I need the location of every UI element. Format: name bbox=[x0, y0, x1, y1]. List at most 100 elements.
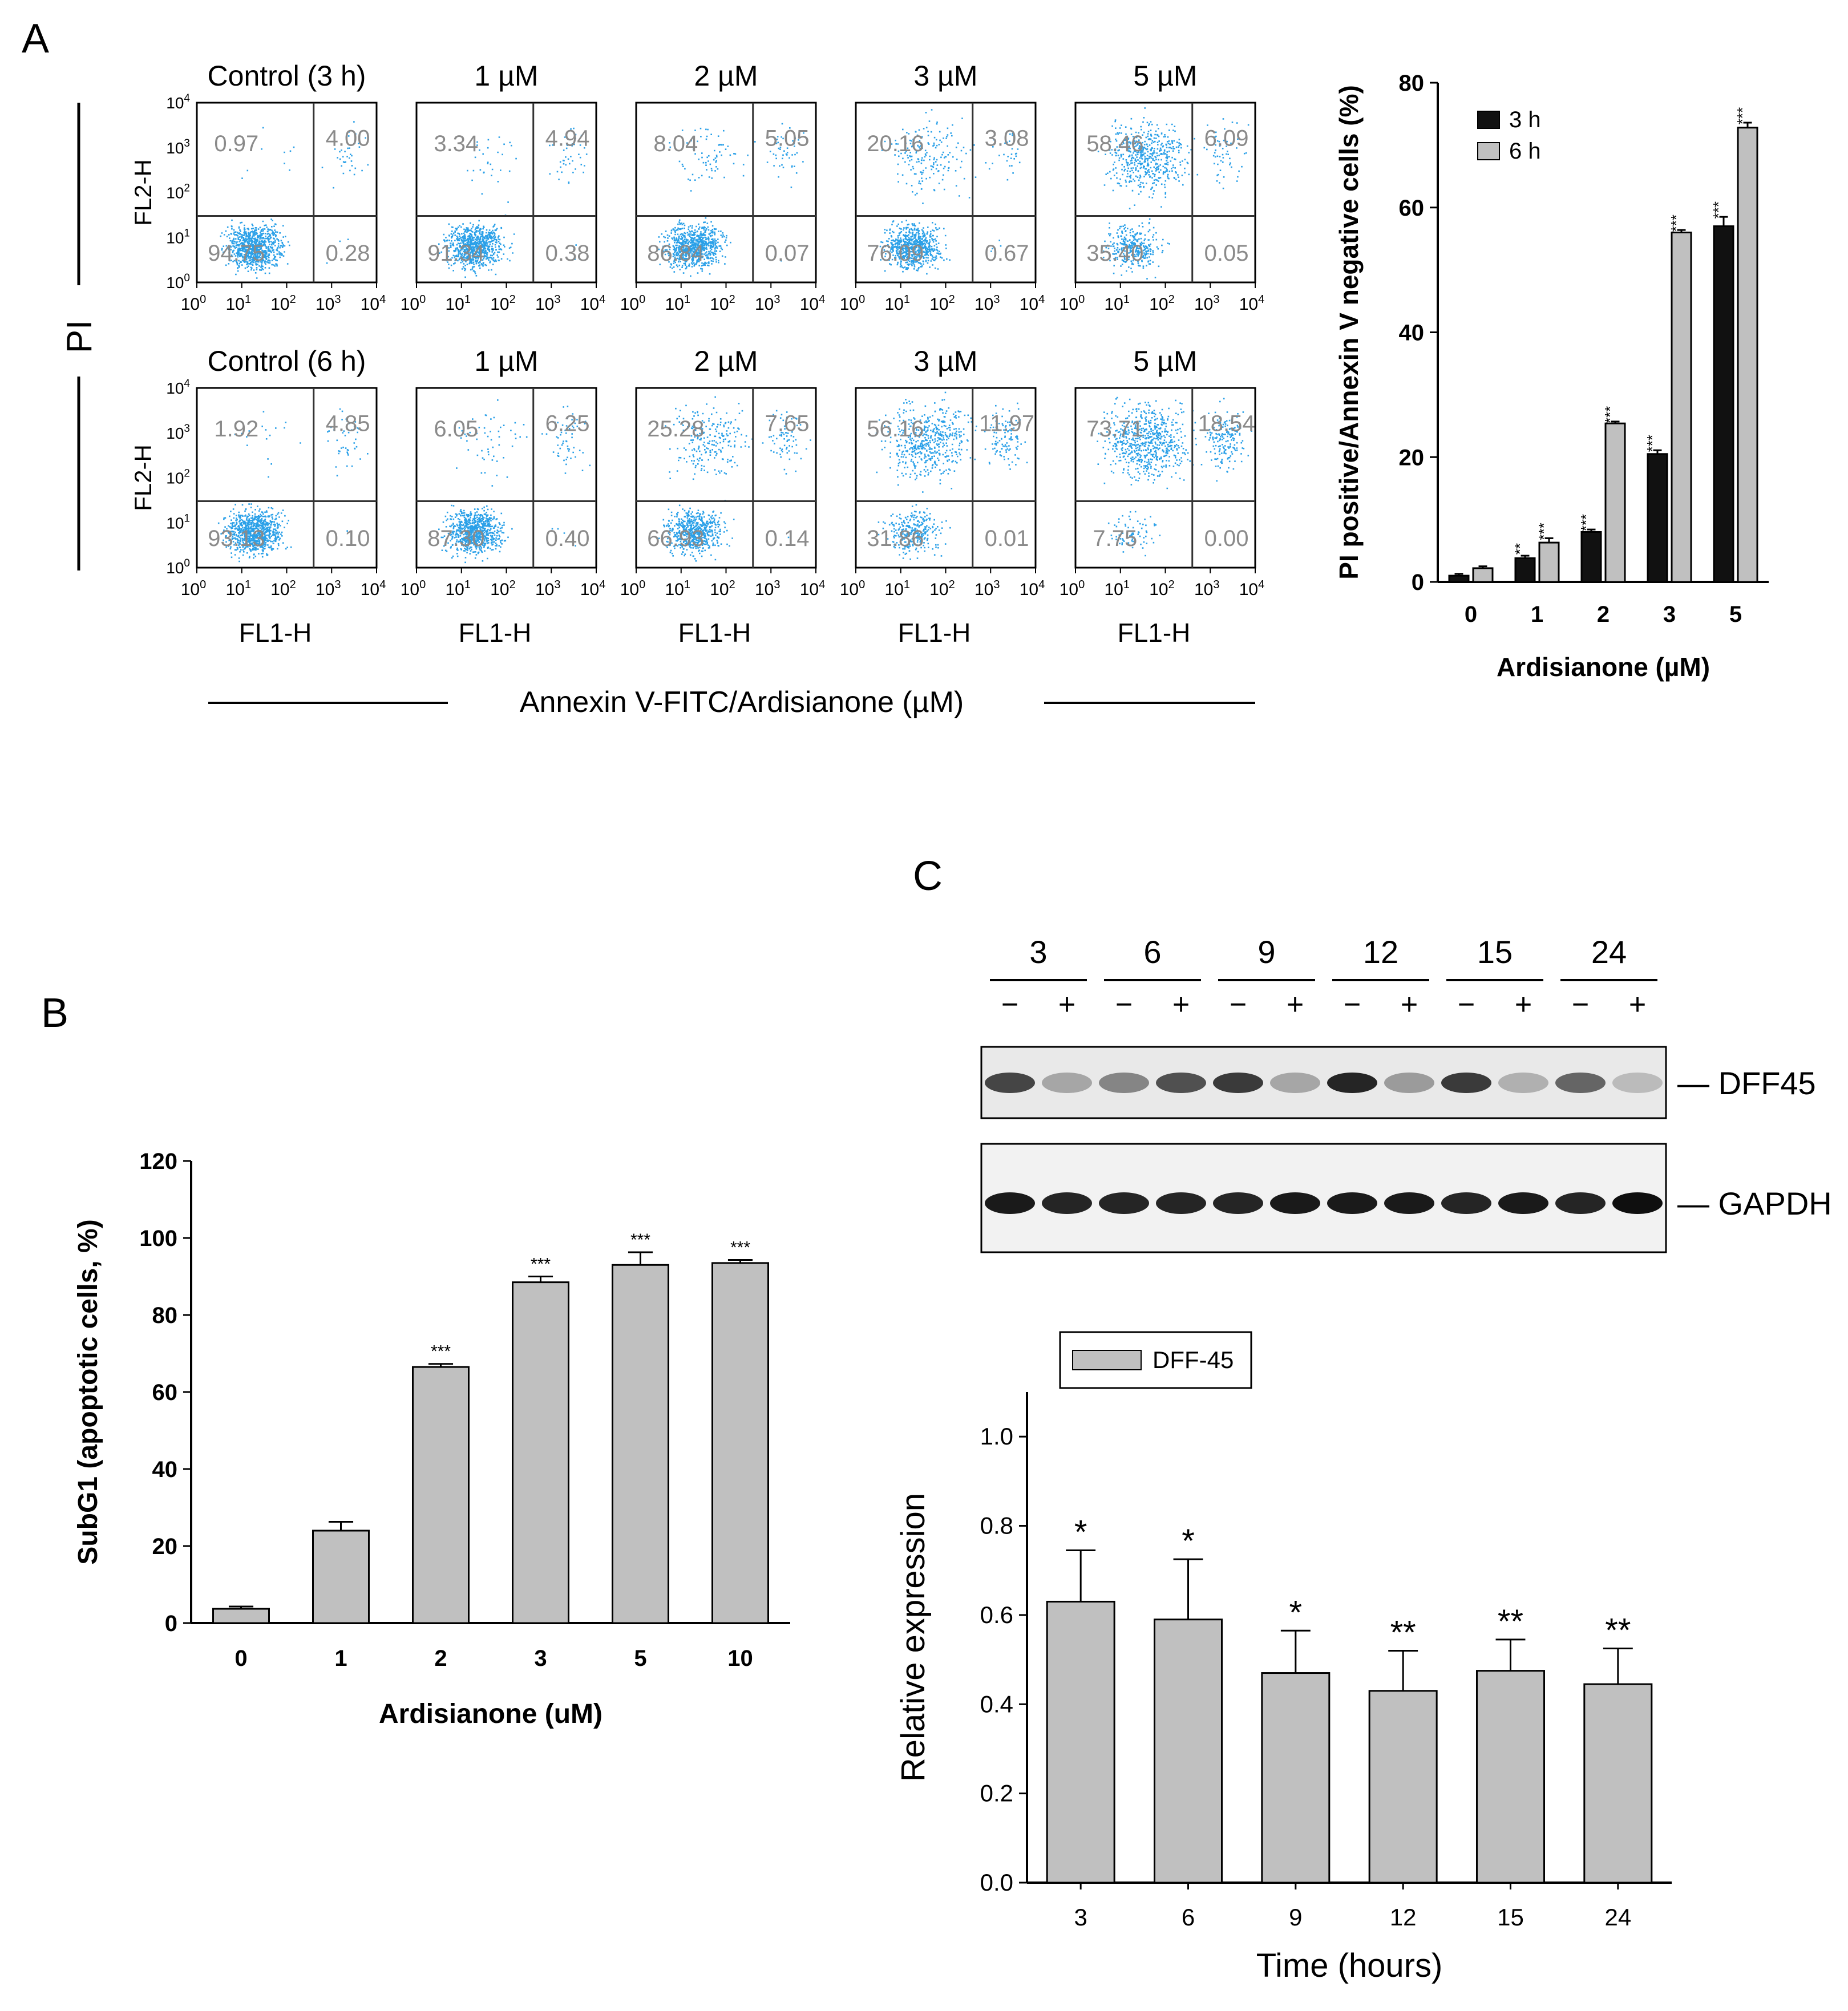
blot-band bbox=[1612, 1073, 1663, 1093]
x-tick-label: 104 bbox=[580, 578, 606, 599]
quadrant-value: 0.67 bbox=[985, 241, 1029, 266]
bar bbox=[1583, 1683, 1653, 1884]
quadrant-value: 4.85 bbox=[326, 411, 370, 436]
x-tick-label: 103 bbox=[535, 293, 561, 314]
x-tick-label: 100 bbox=[401, 293, 426, 314]
flow-plot: 1 µM 3.34 4.94 91.34 0.38 100 101 102 103 104 bbox=[401, 60, 606, 314]
y-tick-label: 60 bbox=[1399, 196, 1425, 221]
flow-plot: 2 µM 25.28 7.65 66.93 0.14 100 101 102 103 104 FL1… bbox=[620, 345, 826, 648]
flow-plot-frame bbox=[196, 102, 378, 284]
flow-plot: 5 µM 73.71 18.54 7.75 0.00 100 101 102 103 104 FL1… bbox=[1060, 345, 1265, 648]
blot-band bbox=[1327, 1192, 1377, 1214]
significance-stars: *** bbox=[1734, 107, 1751, 124]
quadrant-value: 11.97 bbox=[979, 411, 1034, 436]
quadrant-value: 18.54 bbox=[1198, 411, 1255, 436]
flow-plot-title: 5 µM bbox=[1133, 60, 1197, 92]
y-tick-label: 0.8 bbox=[980, 1512, 1013, 1539]
y-axis-label: SubG1 (apoptotic cells, %) bbox=[73, 1219, 103, 1564]
x-tick-label: 103 bbox=[316, 578, 341, 599]
y-tick-label: 80 bbox=[152, 1303, 178, 1328]
x-tick-label: 12 bbox=[1390, 1904, 1417, 1931]
y-tick-label: 101 bbox=[166, 512, 190, 532]
flow-plot-title: 3 µM bbox=[913, 60, 977, 92]
x-axis-label: Ardisianone (uM) bbox=[379, 1699, 602, 1729]
significance-stars: *** bbox=[431, 1342, 451, 1361]
quadrant-value: 1.92 bbox=[214, 416, 258, 442]
quadrant-value: 76.09 bbox=[867, 241, 924, 266]
x-tick-label: 101 bbox=[446, 293, 471, 314]
significance-stars: *** bbox=[1578, 514, 1595, 531]
western-blot: 3− +6− +9− +12− +15− +24− +— DFF45— GAPDH bbox=[980, 934, 1832, 1253]
x-tick-label: 5 bbox=[634, 1646, 646, 1671]
x-tick-label: 100 bbox=[620, 293, 646, 314]
bar bbox=[212, 1608, 270, 1624]
quadrant-value: 86.84 bbox=[647, 241, 704, 266]
flow-plot-title: 2 µM bbox=[694, 60, 758, 92]
blot-band bbox=[1042, 1073, 1092, 1093]
significance-stars: *** bbox=[1710, 201, 1727, 219]
quadrant-value: 3.34 bbox=[434, 131, 478, 156]
blot-band bbox=[1384, 1073, 1434, 1093]
bar bbox=[1538, 541, 1560, 583]
flow-plot: 2 µM 8.04 5.05 86.84 0.07 100 101 102 103 104 bbox=[620, 60, 826, 314]
x-tick-label: 103 bbox=[535, 578, 561, 599]
x-tick-label: 102 bbox=[270, 293, 296, 314]
x-tick-label: 5 bbox=[1729, 602, 1742, 627]
quadrant-value: 0.05 bbox=[1204, 241, 1249, 266]
flow-plot: 1 µM 6.05 6.25 87.30 0.40 100 101 102 103 104 FL1-… bbox=[401, 345, 606, 648]
x-tick-label: 100 bbox=[401, 578, 426, 599]
x-tick-label: 102 bbox=[490, 578, 516, 599]
x-tick-label: 104 bbox=[580, 293, 606, 314]
blot-band bbox=[1441, 1073, 1491, 1093]
plus-sign: + bbox=[1287, 988, 1304, 1021]
flow-plot-title: Control (3 h) bbox=[208, 60, 366, 92]
bar bbox=[1261, 1672, 1331, 1884]
x-tick-label: 104 bbox=[800, 293, 826, 314]
quadrant-value: 25.28 bbox=[647, 416, 704, 442]
quadrant-value: 6.05 bbox=[434, 416, 478, 442]
subg1-bar-chart: 0 20 40 60 80 100 120 0 1 2 3 5 10 *** *** *** *** SubG1 … bbox=[73, 1149, 790, 1729]
minus-sign: − bbox=[1344, 988, 1361, 1021]
significance-stars: *** bbox=[730, 1238, 750, 1257]
legend-swatch bbox=[1072, 1350, 1142, 1370]
x-tick-label: 100 bbox=[1060, 578, 1085, 599]
flow-plot-title: Control (6 h) bbox=[208, 345, 366, 377]
x-tick-label: 102 bbox=[710, 293, 735, 314]
bar bbox=[1604, 422, 1626, 583]
annexin-label: Annexin V-FITC/Ardisianone (µM) bbox=[520, 686, 964, 719]
significance-stars: ** bbox=[1390, 1614, 1416, 1651]
x-tick-label: 1 bbox=[1531, 602, 1543, 627]
quadrant-value: 93.13 bbox=[208, 526, 265, 551]
minus-sign: − bbox=[1458, 988, 1475, 1021]
bar bbox=[1154, 1618, 1223, 1884]
flow-plot: 5 µM 58.46 6.09 35.40 0.05 100 101 102 103 104 bbox=[1060, 60, 1265, 314]
x-tick-label: 3 bbox=[534, 1646, 547, 1671]
quadrant-value: 8.04 bbox=[653, 131, 698, 156]
plus-sign: + bbox=[1401, 988, 1418, 1021]
x-tick-label: 104 bbox=[361, 293, 386, 314]
x-tick-label: 100 bbox=[181, 293, 207, 314]
x-tick-label: 101 bbox=[226, 578, 252, 599]
flow-plot-frame bbox=[415, 387, 597, 569]
flow-plot-title: 5 µM bbox=[1133, 345, 1197, 377]
time-label: 9 bbox=[1257, 934, 1275, 970]
blot-band bbox=[1099, 1073, 1149, 1093]
y-tick-label: 100 bbox=[139, 1226, 177, 1251]
flow-plot-title: 1 µM bbox=[474, 60, 538, 92]
blot-membrane bbox=[980, 1046, 1667, 1119]
bar bbox=[612, 1264, 669, 1624]
y-tick-label: 1.0 bbox=[980, 1423, 1013, 1450]
y-tick-label: 20 bbox=[152, 1534, 178, 1559]
bar bbox=[412, 1366, 470, 1624]
legend-swatch bbox=[1477, 111, 1500, 129]
quadrant-value: 91.34 bbox=[427, 241, 484, 266]
x-tick-label: 104 bbox=[800, 578, 826, 599]
x-tick-label: 102 bbox=[710, 578, 735, 599]
x-tick-label: 1 bbox=[334, 1646, 347, 1671]
quadrant-value: 87.30 bbox=[427, 526, 484, 551]
x-tick-label: 2 bbox=[1597, 602, 1610, 627]
flow-plot-frame bbox=[196, 387, 378, 569]
significance-stars: *** bbox=[1535, 523, 1552, 540]
significance-stars: ** bbox=[1511, 543, 1528, 555]
